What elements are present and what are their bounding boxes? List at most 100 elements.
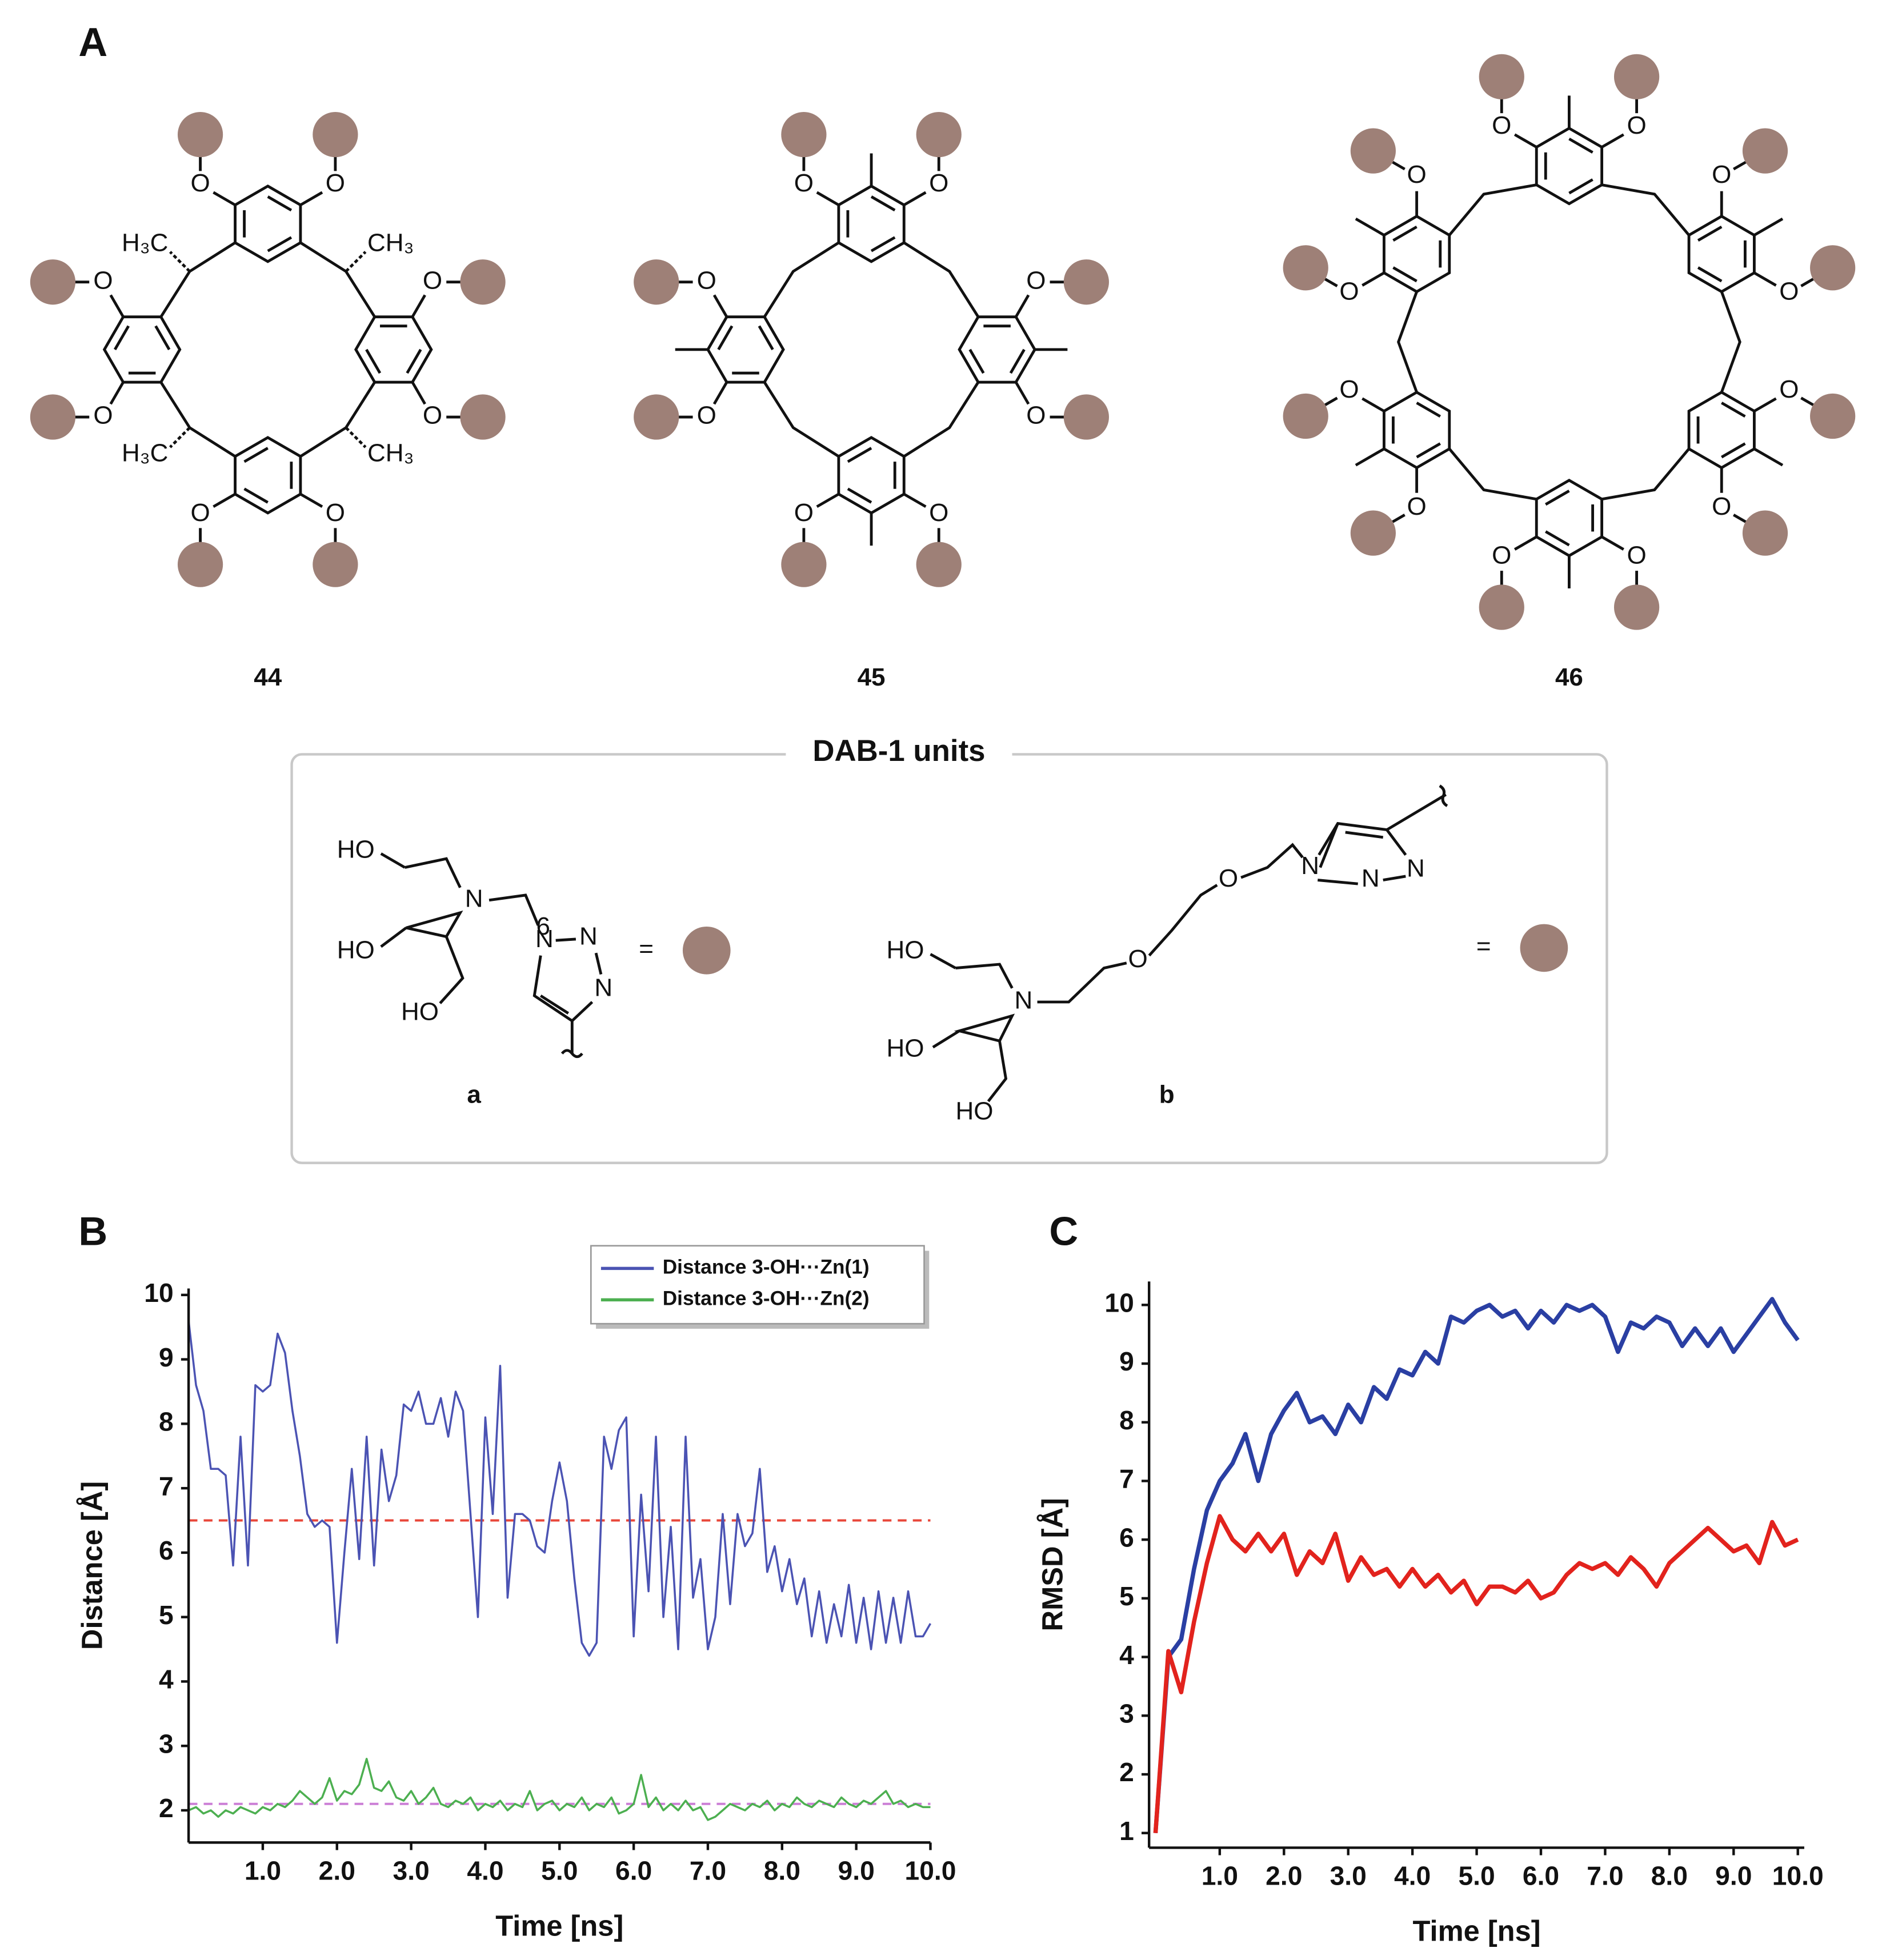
double-bond <box>870 236 896 252</box>
x-tick-label: 4.0 <box>1394 1861 1431 1890</box>
oxygen-label: O <box>1627 542 1646 570</box>
dab-unit <box>30 394 76 440</box>
y-axis-title: RMSD [Å] <box>1036 1498 1069 1631</box>
oxygen-label: O <box>794 499 814 527</box>
y-tick-label: 9 <box>1119 1346 1134 1376</box>
double-bond <box>267 236 293 252</box>
dab-unit <box>177 111 223 158</box>
unit-label: a <box>467 1081 481 1109</box>
equals-sign: = <box>1476 932 1491 960</box>
methyl-bond <box>1355 447 1385 467</box>
y-tick-label: 9 <box>159 1342 174 1372</box>
y-tick-label: 7 <box>159 1471 174 1501</box>
bridge-bond <box>763 381 840 458</box>
data-line <box>1153 1297 1800 1833</box>
double-bond <box>717 325 734 351</box>
oxygen-label: O <box>190 499 210 527</box>
dab-unit <box>177 542 223 587</box>
dab-title-bg <box>786 735 1012 773</box>
x-tick-label: 10.0 <box>1772 1861 1824 1890</box>
legend-box <box>590 1245 925 1325</box>
dab-unit <box>781 542 827 587</box>
panel-label: C <box>1049 1209 1078 1254</box>
bridge-methyl-bond <box>169 251 191 272</box>
oxygen-bond <box>1753 271 1777 287</box>
double-bond <box>1721 442 1746 459</box>
bridge-group-label: CH₃ <box>367 439 414 467</box>
unit-a-skeleton <box>380 852 731 1059</box>
y-tick-label: 3 <box>1119 1698 1134 1728</box>
oxygen-bond <box>109 381 125 405</box>
atom-label: 6 <box>536 912 550 940</box>
dab-unit <box>1283 393 1328 439</box>
bridge-bond <box>1448 448 1537 501</box>
x-tick-label: 8.0 <box>1651 1861 1688 1890</box>
bridge-bond <box>763 241 840 318</box>
atom-label: N <box>579 922 598 950</box>
double-bond <box>1545 530 1570 547</box>
double-bond <box>758 325 774 351</box>
double-bond <box>406 348 422 374</box>
dab-unit <box>460 259 506 305</box>
oxygen-label: O <box>326 499 345 527</box>
oxygen-label: O <box>1339 375 1359 403</box>
legend-label: Distance 3-OH···Zn(2) <box>663 1288 870 1310</box>
atom-label: N <box>594 974 612 1002</box>
oxygen-bond <box>903 191 927 206</box>
oxygen-label: O <box>1492 542 1511 570</box>
oxygen-bond <box>903 492 927 508</box>
dab-unit <box>1350 510 1396 556</box>
oxygen-bond <box>213 191 236 206</box>
x-tick-label: 4.0 <box>467 1855 503 1885</box>
atom-label: O <box>1219 864 1238 892</box>
oxygen-bond <box>712 294 728 318</box>
double-bond <box>154 325 171 351</box>
bridge-bond <box>1720 291 1741 393</box>
oxygen-label: O <box>794 169 814 197</box>
x-tick-label: 5.0 <box>541 1855 578 1885</box>
atom-label: N <box>1362 864 1380 892</box>
bridge-group-label: H₃C <box>122 229 168 256</box>
y-tick-label: 8 <box>159 1407 174 1437</box>
atom-label: N <box>535 925 554 953</box>
dab-unit <box>1283 245 1328 291</box>
atom-label: HO <box>886 1034 924 1062</box>
double-bond <box>968 348 985 374</box>
dab-unit <box>1742 510 1788 556</box>
y-tick-label: 6 <box>159 1536 174 1565</box>
atom-label: N <box>1407 855 1425 883</box>
double-bond <box>1697 225 1723 242</box>
oxygen-label: O <box>697 402 716 430</box>
wiggle <box>560 1049 583 1059</box>
double-bond <box>114 325 130 351</box>
dab-unit <box>781 111 827 158</box>
double-bond <box>1697 266 1723 283</box>
double-bond <box>1392 225 1417 242</box>
dab-unit <box>1479 54 1524 99</box>
double-bond <box>1416 442 1441 459</box>
dab-unit <box>916 111 962 158</box>
data-line <box>188 1758 931 1821</box>
bond <box>954 963 1015 1043</box>
bond <box>380 852 465 1004</box>
atom-label: HO <box>886 936 924 964</box>
bridge-methyl-bond <box>345 251 367 272</box>
x-axis-title: Time [ns] <box>495 1909 623 1942</box>
double-bond <box>847 487 872 504</box>
oxygen-label: O <box>697 266 716 294</box>
unit-b-skeleton <box>930 784 1568 1103</box>
dab-unit <box>1613 54 1660 99</box>
compound-label: 44 <box>254 663 282 691</box>
oxygen-bond <box>1601 535 1624 551</box>
double-bond <box>870 195 896 212</box>
oxygen-bond <box>299 191 323 206</box>
y-tick-label: 3 <box>159 1729 174 1758</box>
oxygen-label: O <box>1627 111 1646 139</box>
oxygen-bond <box>109 294 125 318</box>
oxygen-label: O <box>929 499 948 527</box>
bridge-methyl-bond <box>345 426 367 448</box>
double-bond <box>1568 137 1593 154</box>
oxygen-bond <box>1513 133 1537 149</box>
y-tick-label: 6 <box>1119 1522 1134 1552</box>
y-tick-label: 4 <box>1119 1640 1134 1670</box>
